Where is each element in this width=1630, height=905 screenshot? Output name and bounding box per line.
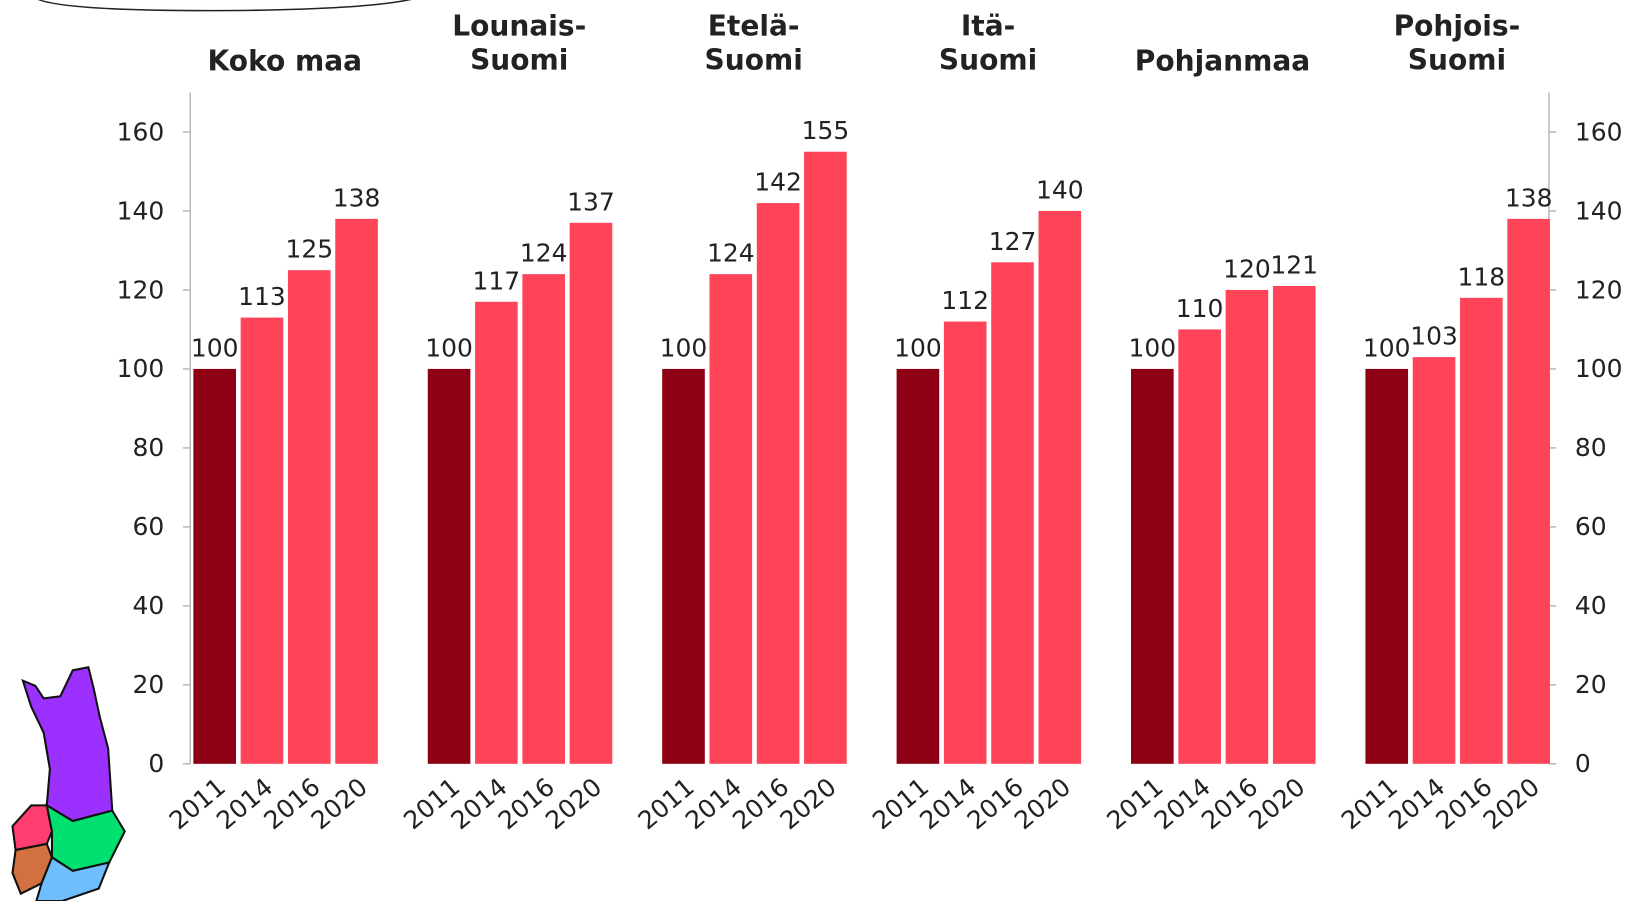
bar xyxy=(1365,368,1409,764)
bar xyxy=(569,222,613,764)
panel-title: Koko maa xyxy=(208,45,363,78)
panel-title: Pohjanmaa xyxy=(1135,45,1310,78)
value-label: 140 xyxy=(1036,175,1084,204)
y2-tick-label: 40 xyxy=(1575,591,1607,620)
bar xyxy=(1507,218,1550,764)
x-tick-label: 2020 xyxy=(306,772,373,835)
value-label: 100 xyxy=(1363,333,1411,362)
bar xyxy=(1178,329,1221,764)
value-label: 100 xyxy=(425,333,473,362)
bar xyxy=(1412,357,1456,764)
bar xyxy=(991,262,1034,764)
x-tick-label: 2020 xyxy=(1243,772,1310,835)
value-label: 118 xyxy=(1458,262,1506,291)
panel-title: Suomi xyxy=(470,44,568,77)
bar xyxy=(804,151,847,764)
bar xyxy=(1460,297,1503,764)
bar xyxy=(662,368,705,764)
value-label: 100 xyxy=(660,333,708,362)
bar xyxy=(240,317,284,764)
panel-title: Suomi xyxy=(1408,44,1506,77)
y-tick-label: 160 xyxy=(117,117,165,146)
value-label: 124 xyxy=(707,239,755,268)
value-label: 127 xyxy=(989,227,1037,256)
bar xyxy=(287,270,331,764)
y-tick-label: 40 xyxy=(133,591,165,620)
y2-tick-label: 20 xyxy=(1575,670,1607,699)
value-label: 138 xyxy=(1505,183,1553,212)
panel-title: Lounais- xyxy=(452,9,586,42)
y-tick-label: 120 xyxy=(117,275,165,304)
value-label: 142 xyxy=(754,168,802,197)
y2-tick-label: 100 xyxy=(1575,354,1623,383)
y2-tick-label: 160 xyxy=(1575,117,1623,146)
value-label: 113 xyxy=(238,282,286,311)
panel-title: Suomi xyxy=(705,44,803,77)
y2-tick-label: 120 xyxy=(1575,275,1623,304)
bar xyxy=(1272,285,1316,764)
y-tick-label: 100 xyxy=(117,354,165,383)
y2-tick-label: 60 xyxy=(1575,512,1607,541)
bar xyxy=(709,274,753,764)
bar xyxy=(1131,368,1174,764)
value-label: 117 xyxy=(473,266,521,295)
panel-title: Etelä- xyxy=(708,9,800,42)
bar xyxy=(896,368,940,764)
bar xyxy=(943,321,987,764)
y2-tick-label: 80 xyxy=(1575,433,1607,462)
bar xyxy=(475,301,518,764)
x-tick-label: 2020 xyxy=(1478,772,1545,835)
value-label: 110 xyxy=(1176,294,1224,323)
panel-title: Itä- xyxy=(961,9,1015,42)
bar xyxy=(1225,289,1269,764)
bar xyxy=(193,368,236,764)
y2-tick-label: 0 xyxy=(1575,749,1591,778)
value-label: 121 xyxy=(1270,251,1318,280)
panel-title: Suomi xyxy=(939,44,1037,77)
y2-tick-label: 140 xyxy=(1575,196,1623,225)
value-label: 120 xyxy=(1223,254,1271,283)
bar xyxy=(756,203,800,764)
x-tick-label: 2020 xyxy=(540,772,607,835)
bar xyxy=(1038,210,1082,764)
value-label: 137 xyxy=(567,187,615,216)
callout-edge xyxy=(37,0,412,12)
value-label: 100 xyxy=(191,333,239,362)
value-label: 124 xyxy=(520,239,568,268)
panel-title: Pohjois- xyxy=(1394,9,1521,42)
x-tick-label: 2020 xyxy=(774,772,841,835)
value-label: 112 xyxy=(941,286,989,315)
y-tick-label: 0 xyxy=(148,749,164,778)
x-tick-label: 2020 xyxy=(1009,772,1076,835)
y-tick-label: 80 xyxy=(133,433,165,462)
bar xyxy=(427,368,471,764)
bar xyxy=(335,218,378,764)
finland-map xyxy=(11,665,126,903)
value-label: 100 xyxy=(894,333,942,362)
value-label: 100 xyxy=(1129,333,1177,362)
y-tick-label: 140 xyxy=(117,196,165,225)
value-label: 155 xyxy=(802,116,850,145)
value-label: 138 xyxy=(333,183,381,212)
y-tick-label: 60 xyxy=(133,512,165,541)
bar xyxy=(522,274,565,764)
value-label: 125 xyxy=(285,235,333,264)
y-tick-label: 20 xyxy=(133,670,165,699)
value-label: 103 xyxy=(1410,322,1458,351)
